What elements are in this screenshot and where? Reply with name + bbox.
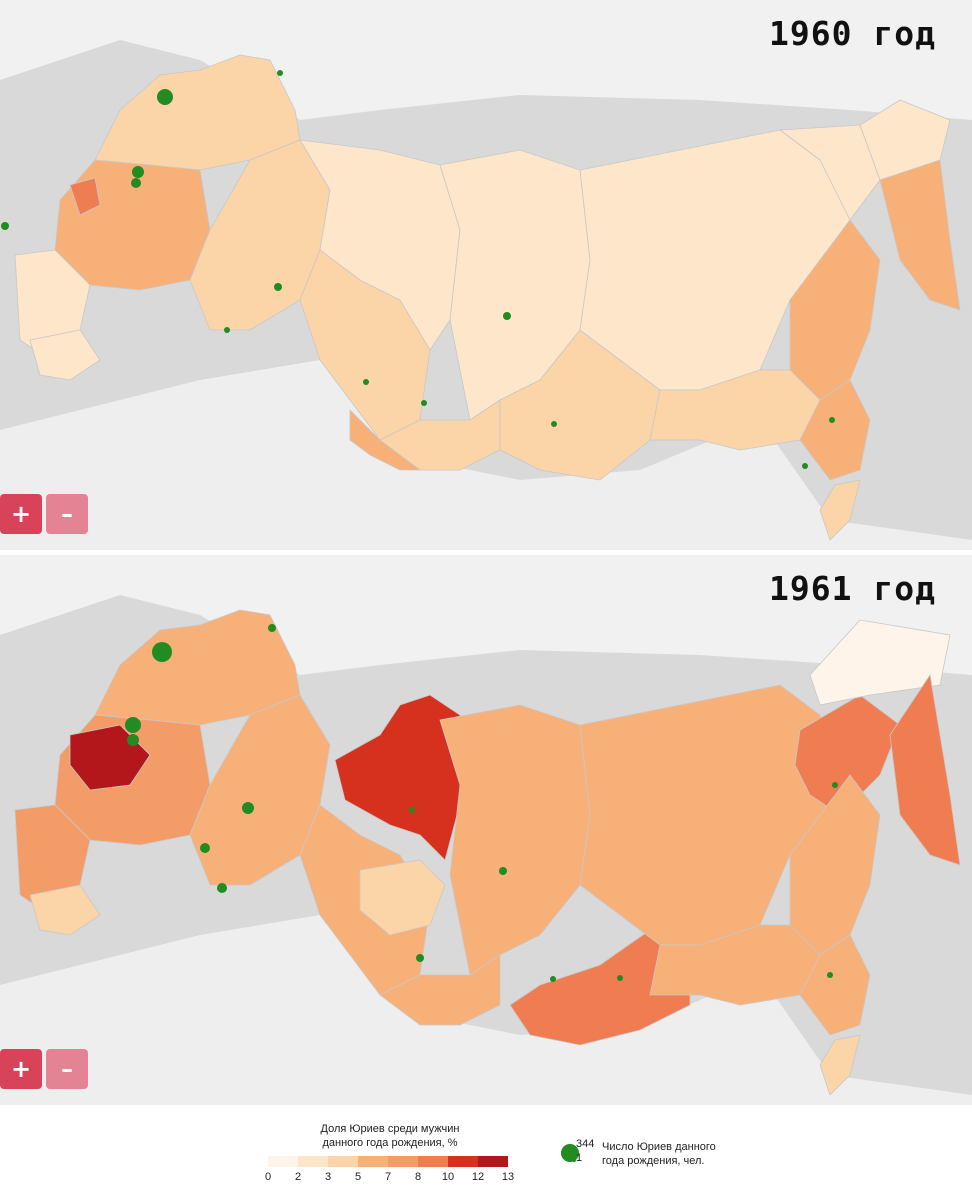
circle-legend-min: 1 bbox=[576, 1152, 583, 1164]
circle-marker[interactable] bbox=[268, 624, 276, 632]
legend-tick: 2 bbox=[294, 1171, 302, 1183]
circle-marker[interactable] bbox=[224, 327, 230, 333]
regions-1960 bbox=[14, 54, 961, 541]
circle-legend-title: Число Юриев данного года рождения, чел. bbox=[602, 1140, 752, 1168]
region-kamchatka[interactable] bbox=[879, 159, 961, 311]
arctic-land bbox=[0, 0, 972, 120]
legend-title: Доля Юриев среди мужчин данного года рож… bbox=[290, 1122, 490, 1150]
circle-legend-title-line2: года рождения, чел. bbox=[602, 1155, 705, 1167]
circle-marker[interactable] bbox=[274, 283, 282, 291]
circle-marker[interactable] bbox=[131, 178, 141, 188]
circle-marker[interactable] bbox=[617, 975, 623, 981]
region-yakutia[interactable] bbox=[579, 684, 851, 946]
legend-swatch bbox=[358, 1156, 388, 1167]
legend-swatch bbox=[268, 1156, 298, 1167]
map-panel-1960[interactable]: 1960 год + – bbox=[0, 0, 972, 550]
circle-marker[interactable] bbox=[832, 782, 838, 788]
legend-swatch bbox=[388, 1156, 418, 1167]
circle-marker[interactable] bbox=[217, 883, 227, 893]
zoom-controls: + – bbox=[0, 1049, 88, 1089]
region-primorye[interactable] bbox=[799, 379, 871, 481]
circle-marker[interactable] bbox=[200, 843, 210, 853]
circles-1961 bbox=[125, 624, 838, 982]
southern-neighbors bbox=[0, 915, 972, 1105]
zoom-in-button[interactable]: + bbox=[0, 1049, 42, 1089]
legend: Доля Юриев среди мужчин данного года рож… bbox=[0, 1108, 972, 1188]
circle-marker[interactable] bbox=[409, 807, 415, 813]
circle-marker[interactable] bbox=[1, 222, 9, 230]
legend-swatch bbox=[298, 1156, 328, 1167]
legend-ticks: 0 2 3 5 7 8 10 12 13 bbox=[258, 1171, 528, 1185]
circle-marker[interactable] bbox=[242, 802, 254, 814]
region-volga[interactable] bbox=[189, 694, 331, 886]
circle-marker[interactable] bbox=[503, 312, 511, 320]
circle-marker[interactable] bbox=[550, 976, 556, 982]
regions-1961 bbox=[14, 609, 961, 1096]
legend-tick: 10 bbox=[441, 1171, 455, 1183]
circle-marker[interactable] bbox=[829, 417, 835, 423]
region-primorye[interactable] bbox=[799, 934, 871, 1036]
circles-1960 bbox=[1, 70, 835, 469]
year-label: 1960 год bbox=[769, 14, 936, 53]
circle-marker[interactable] bbox=[277, 70, 283, 76]
region-sakhalin[interactable] bbox=[819, 479, 861, 541]
region-altai[interactable] bbox=[359, 859, 446, 936]
circle-marker[interactable] bbox=[827, 972, 833, 978]
legend-tick: 5 bbox=[354, 1171, 362, 1183]
legend-tick: 8 bbox=[414, 1171, 422, 1183]
zoom-in-button[interactable]: + bbox=[0, 494, 42, 534]
legend-tick: 0 bbox=[264, 1171, 272, 1183]
legend-swatch bbox=[328, 1156, 358, 1167]
region-west-siberia-south[interactable] bbox=[379, 954, 501, 1026]
circle-marker[interactable] bbox=[499, 867, 507, 875]
circle-legend-max: 344 bbox=[576, 1138, 595, 1150]
southern-neighbors bbox=[0, 360, 972, 550]
circle-legend: 344 1 Число Юриев данного года рождения,… bbox=[560, 1138, 760, 1178]
circle-marker[interactable] bbox=[551, 421, 557, 427]
map-1960[interactable] bbox=[0, 0, 972, 550]
circle-marker[interactable] bbox=[363, 379, 369, 385]
region-chukotka[interactable] bbox=[809, 619, 951, 706]
zoom-out-button[interactable]: – bbox=[46, 494, 88, 534]
legend-swatch bbox=[418, 1156, 448, 1167]
legend-title-line1: Доля Юриев среди мужчин bbox=[320, 1123, 460, 1135]
legend-tick: 3 bbox=[324, 1171, 332, 1183]
region-kamchatka[interactable] bbox=[889, 673, 961, 866]
map-1961[interactable] bbox=[0, 555, 972, 1105]
circle-marker[interactable] bbox=[802, 463, 808, 469]
region-chukotka[interactable] bbox=[859, 99, 951, 181]
circle-marker[interactable] bbox=[416, 954, 424, 962]
legend-title-line2: данного года рождения, % bbox=[322, 1137, 458, 1149]
circle-marker[interactable] bbox=[125, 717, 141, 733]
circle-legend-title-line1: Число Юриев данного bbox=[602, 1141, 716, 1153]
circle-marker[interactable] bbox=[127, 734, 139, 746]
circle-marker[interactable] bbox=[421, 400, 427, 406]
region-caucasus[interactable] bbox=[29, 884, 101, 936]
year-label: 1961 год bbox=[769, 569, 936, 608]
region-krasnoyarsk[interactable] bbox=[439, 704, 591, 976]
circle-marker[interactable] bbox=[152, 642, 172, 662]
circle-marker[interactable] bbox=[132, 166, 144, 178]
region-caucasus[interactable] bbox=[29, 329, 101, 381]
circle-marker[interactable] bbox=[157, 89, 173, 105]
legend-swatch bbox=[478, 1156, 508, 1167]
legend-swatch bbox=[448, 1156, 478, 1167]
arctic-land bbox=[0, 555, 972, 675]
zoom-out-button[interactable]: – bbox=[46, 1049, 88, 1089]
legend-tick: 13 bbox=[501, 1171, 515, 1183]
zoom-controls: + – bbox=[0, 494, 88, 534]
region-sakhalin[interactable] bbox=[819, 1034, 861, 1096]
region-magadan[interactable] bbox=[778, 124, 881, 221]
legend-color-scale bbox=[268, 1156, 508, 1167]
circle-legend-icon bbox=[561, 1144, 579, 1162]
region-altai[interactable] bbox=[349, 409, 422, 471]
map-panel-1961[interactable]: 1961 год + – bbox=[0, 555, 972, 1105]
legend-tick: 12 bbox=[471, 1171, 485, 1183]
region-moscow[interactable] bbox=[69, 177, 101, 216]
legend-tick: 7 bbox=[384, 1171, 392, 1183]
